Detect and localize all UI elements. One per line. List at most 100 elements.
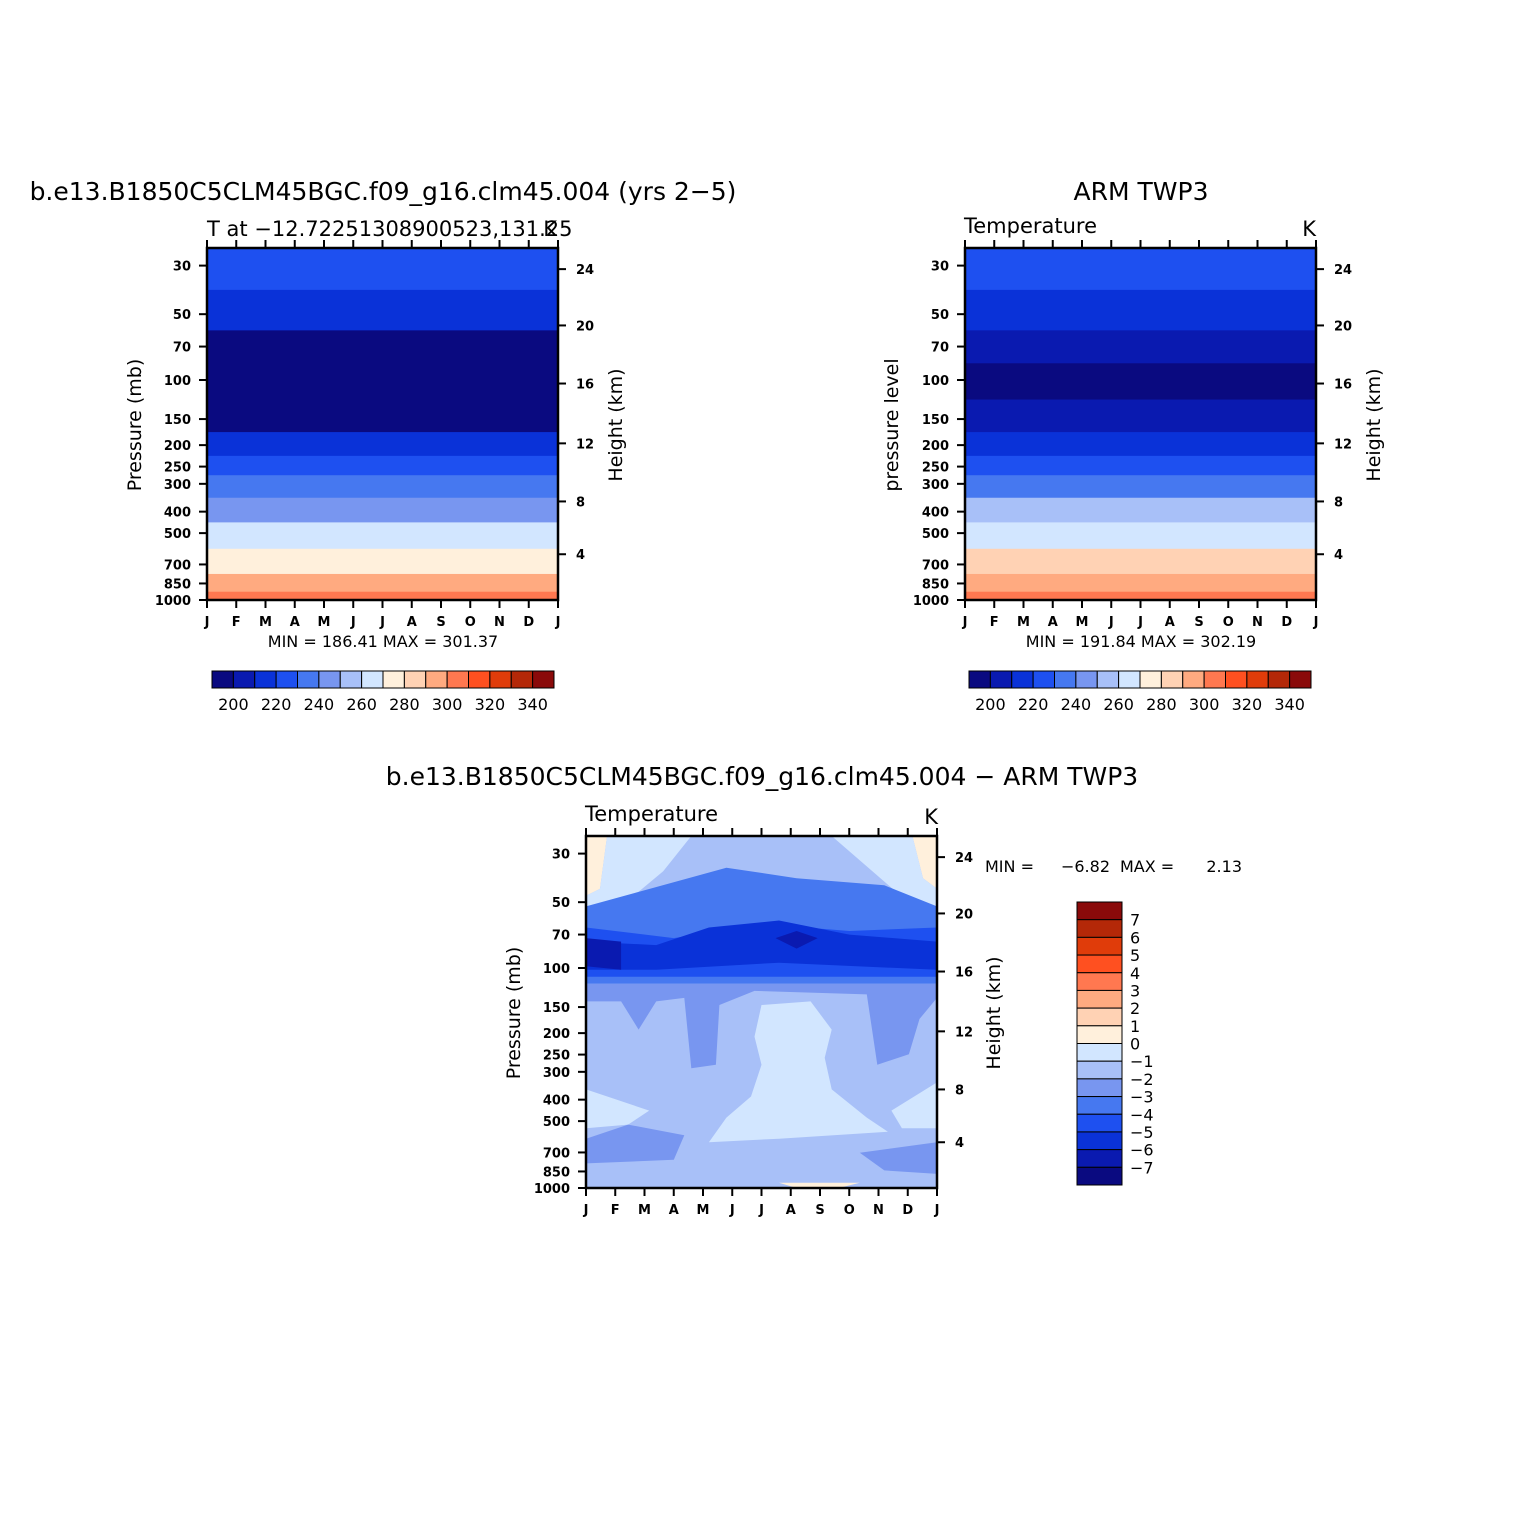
x-tick-label: F [611, 1203, 620, 1218]
panel2-axes: J F M A M J J A S O N D J 30 50 70 100 150 200 250 300 400 500… [913, 240, 1352, 630]
colorbar-label: 280 [389, 695, 420, 714]
panel1-ylabel: Pressure (mb) [124, 359, 146, 492]
colorbar-box [1076, 1096, 1123, 1115]
y-tick-label-right: 20 [1334, 319, 1352, 334]
contour-band [586, 920, 937, 970]
colorbar-label: 340 [517, 695, 548, 714]
colorbar-label: −2 [1130, 1070, 1154, 1089]
contour-band [586, 1124, 685, 1164]
y-tick-label: 700 [922, 558, 949, 573]
x-tick-label: J [1313, 615, 1319, 630]
panel3-max-value: 2.13 [1206, 857, 1242, 876]
y-tick-label: 30 [931, 260, 949, 275]
colorbar-label: −7 [1130, 1158, 1154, 1177]
panel2-subtitle: Temperature [963, 214, 1097, 238]
colorbar-box [382, 670, 405, 689]
colorbar-label: 4 [1130, 964, 1140, 983]
x-tick-label: D [902, 1203, 913, 1218]
x-tick-label: A [1165, 615, 1175, 630]
contour-band [708, 1001, 888, 1143]
x-tick-label: N [1252, 615, 1263, 630]
colorbar-label: 200 [218, 695, 249, 714]
colorbar-box [232, 670, 256, 689]
contour-band [965, 497, 1316, 523]
colorbar-box [1076, 1060, 1123, 1080]
contour-band [779, 1182, 860, 1188]
colorbar-box [1076, 972, 1123, 991]
colorbar-box [297, 670, 320, 689]
contour-band [965, 248, 1316, 291]
x-tick-label: A [1048, 615, 1058, 630]
panel3-min-value: −6.82 [1061, 857, 1110, 876]
colorbar-box [403, 670, 427, 689]
contour-band [912, 836, 937, 889]
contour-band [891, 1082, 937, 1129]
y-tick-label: 500 [922, 527, 949, 542]
x-tick-label: J [1137, 615, 1143, 630]
y-tick-label: 850 [164, 577, 191, 592]
contour-band [207, 289, 558, 331]
panel1-ylabel-right: Height (km) [605, 368, 627, 481]
x-tick-label: A [290, 615, 300, 630]
panel3-min-label: MIN = [985, 857, 1034, 876]
colorbar-box [275, 670, 298, 689]
colorbar-box [1118, 670, 1141, 689]
panel3-max-label: MAX = [1120, 857, 1174, 876]
y-tick-label: 1000 [913, 594, 949, 609]
x-tick-label: F [232, 615, 241, 630]
contour-band [859, 1142, 937, 1174]
contour-band [207, 248, 558, 291]
colorbar-label: 280 [1146, 695, 1177, 714]
y-tick-label: 250 [922, 461, 949, 476]
x-tick-label: J [555, 615, 561, 630]
x-tick-label: J [204, 615, 210, 630]
panel2-colorbar: 200 220 240 260 280 300 320 340 [968, 670, 1312, 714]
x-tick-label: S [815, 1203, 824, 1218]
panel3-axes: J F M A M J J A S O N D J 30 50 70 100 150 200 250 300 400 500… [534, 828, 973, 1218]
contour-band [207, 455, 558, 476]
y-tick-label: 50 [552, 896, 570, 911]
colorbar-box [1246, 670, 1269, 689]
panel3-ylabel-right: Height (km) [983, 956, 1005, 1069]
y-tick-label: 150 [922, 413, 949, 428]
y-tick-label: 1000 [534, 1182, 570, 1197]
y-tick-label: 700 [164, 558, 191, 573]
panel3-units: K [924, 805, 939, 829]
x-tick-label: A [786, 1203, 796, 1218]
colorbar-label: 240 [1061, 695, 1092, 714]
contour-band [965, 475, 1316, 499]
colorbar-label: −5 [1130, 1123, 1154, 1142]
colorbar-box [1076, 1007, 1123, 1027]
y-tick-label-right: 16 [1334, 378, 1352, 393]
y-tick-label-right: 24 [955, 851, 973, 866]
panel1-contour-plot [207, 248, 558, 601]
y-tick-label: 100 [164, 374, 191, 389]
contour-band [775, 931, 818, 949]
y-tick-label: 300 [922, 478, 949, 493]
colorbar-box [1076, 919, 1123, 938]
colorbar-box [1139, 670, 1162, 689]
colorbar-box [254, 670, 277, 689]
colorbar-box [1289, 670, 1312, 689]
y-tick-label-right: 24 [576, 263, 594, 278]
contour-band [965, 573, 1316, 593]
x-tick-label: O [1223, 615, 1234, 630]
x-tick-label: J [583, 1203, 589, 1218]
contour-band [586, 836, 608, 896]
colorbar-label: −6 [1130, 1141, 1154, 1160]
colorbar-box [1076, 1149, 1123, 1168]
x-tick-label: O [465, 615, 476, 630]
colorbar-label: 320 [475, 695, 506, 714]
contour-band [965, 330, 1316, 364]
colorbar-box [1076, 1025, 1123, 1044]
colorbar-label: 7 [1130, 911, 1140, 930]
y-tick-label-right: 24 [1334, 263, 1352, 278]
y-tick-label: 70 [931, 341, 949, 356]
panel2-contour-plot [965, 248, 1316, 601]
contour-band [965, 522, 1316, 550]
y-tick-label: 100 [543, 962, 570, 977]
x-tick-label: J [934, 1203, 940, 1218]
x-tick-label: N [873, 1203, 884, 1218]
panel3-contour-plot [586, 836, 937, 1188]
